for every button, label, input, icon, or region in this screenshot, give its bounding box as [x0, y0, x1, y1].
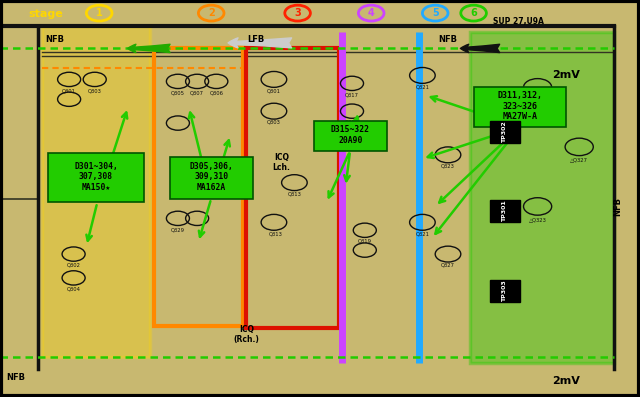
Text: Q303: Q303: [88, 88, 102, 93]
Text: △Q325: △Q325: [529, 98, 547, 103]
Text: NFB: NFB: [438, 35, 458, 44]
Text: TP303: TP303: [502, 280, 508, 302]
Text: ICQ
(Rch.): ICQ (Rch.): [234, 325, 259, 344]
Text: stage: stage: [29, 9, 63, 19]
Text: D301~304,
307,308
MA150★: D301~304, 307,308 MA150★: [74, 162, 118, 192]
Bar: [170, 157, 253, 198]
Bar: [42, 26, 150, 357]
Text: Q315: Q315: [345, 120, 359, 125]
Text: D305,306,
309,310
MA162A: D305,306, 309,310 MA162A: [189, 162, 233, 192]
Bar: [314, 121, 387, 151]
Text: Q327: Q327: [441, 263, 455, 268]
Text: 1: 1: [96, 8, 102, 18]
Text: SUP 27,U9A: SUP 27,U9A: [493, 17, 544, 26]
Text: Q313: Q313: [268, 231, 282, 236]
Text: 3: 3: [294, 8, 301, 18]
Text: NFB: NFB: [45, 35, 64, 44]
Text: 2: 2: [208, 8, 214, 18]
Text: ICQ
Lch.: ICQ Lch.: [273, 153, 291, 172]
Text: Q321: Q321: [415, 84, 429, 89]
Text: Q304: Q304: [67, 287, 81, 292]
Text: D315~322
20A90: D315~322 20A90: [331, 125, 370, 145]
Text: Q307: Q307: [190, 90, 204, 95]
Text: Q321: Q321: [415, 231, 429, 236]
Text: TP302: TP302: [502, 121, 508, 143]
Bar: [490, 200, 520, 222]
Text: Q323: Q323: [441, 164, 455, 169]
Text: 5: 5: [432, 8, 438, 18]
Text: 6: 6: [470, 8, 477, 18]
Text: Q313: Q313: [287, 191, 301, 197]
Bar: [470, 32, 614, 363]
Text: Q302: Q302: [67, 263, 81, 268]
Text: 4: 4: [368, 8, 374, 18]
Text: Q303: Q303: [267, 120, 281, 125]
Text: Q317: Q317: [345, 92, 359, 97]
Text: Q305: Q305: [171, 90, 185, 95]
Bar: [490, 280, 520, 302]
Text: LFB: LFB: [248, 35, 264, 44]
Text: 2mV: 2mV: [552, 70, 580, 81]
Bar: [490, 121, 520, 143]
Bar: [246, 48, 339, 328]
Text: Q319: Q319: [358, 239, 372, 244]
Bar: [154, 48, 243, 326]
Text: TP301: TP301: [502, 200, 508, 222]
Bar: [474, 87, 566, 127]
Text: △Q323: △Q323: [529, 217, 547, 222]
Text: Q301: Q301: [267, 88, 281, 93]
Text: NFB: NFB: [6, 373, 26, 382]
Text: Q329: Q329: [171, 227, 185, 232]
Text: NFB: NFB: [613, 197, 622, 216]
Text: 2mV: 2mV: [552, 376, 580, 386]
Text: △Q327: △Q327: [570, 158, 588, 163]
Text: Q306: Q306: [209, 90, 223, 95]
Bar: [48, 153, 144, 202]
Text: Q301: Q301: [62, 88, 76, 93]
Text: D311,312,
323~326
MA27W-A: D311,312, 323~326 MA27W-A: [497, 91, 543, 121]
